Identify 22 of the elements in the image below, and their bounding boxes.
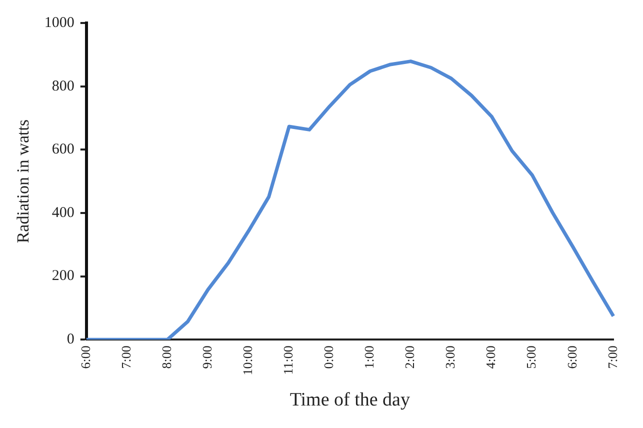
x-tick-label: 5:00 bbox=[524, 346, 539, 369]
y-tick-label: 1000 bbox=[44, 14, 74, 31]
x-tick-label: 1:00 bbox=[362, 346, 377, 369]
x-axis-title: Time of the day bbox=[290, 390, 410, 411]
y-tick-label: 600 bbox=[52, 142, 74, 158]
y-tick-label: 400 bbox=[52, 204, 74, 221]
y-tick-label: 800 bbox=[52, 78, 74, 94]
x-tick-label: 7:00 bbox=[118, 346, 134, 369]
x-tick-label: 4:00 bbox=[483, 346, 498, 369]
x-tick-label: 8:00 bbox=[158, 346, 174, 369]
y-tick-label: 0 bbox=[66, 332, 74, 348]
x-tick-label: 10:00 bbox=[240, 346, 255, 376]
x-tick-label: 7:00 bbox=[604, 346, 620, 369]
y-axis-title: Radiation in watts bbox=[14, 119, 33, 244]
x-tick-label: 6:00 bbox=[564, 346, 580, 369]
x-tick-label: 3:00 bbox=[442, 346, 458, 369]
x-tick-label: 6:00 bbox=[78, 346, 93, 369]
x-tick-label: 9:00 bbox=[199, 346, 214, 369]
x-tick-label: 11:00 bbox=[280, 346, 296, 375]
x-tick-label: 0:00 bbox=[321, 346, 336, 369]
y-tick-label: 200 bbox=[52, 268, 74, 284]
x-tick-label: 2:00 bbox=[402, 346, 418, 369]
